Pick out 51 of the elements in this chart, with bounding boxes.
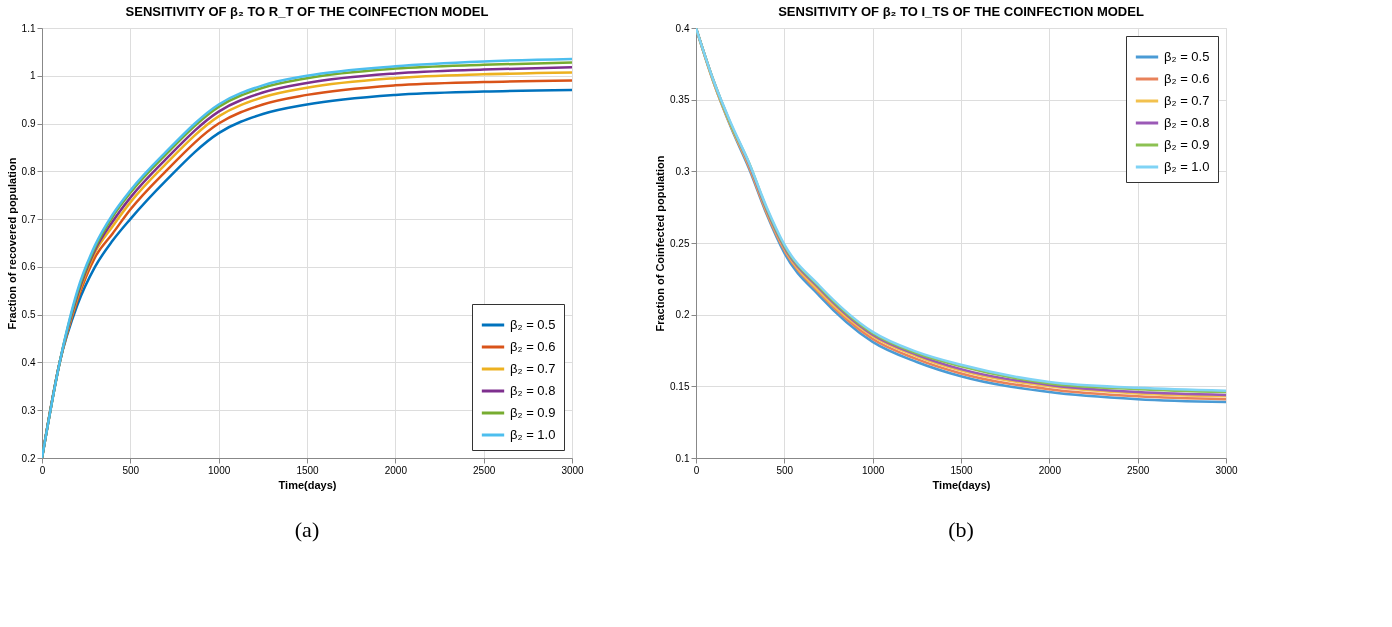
y-tick-label: 0.4 [675,22,690,34]
legend-label: β₂ = 0.7 [1164,93,1210,108]
x-tick-label: 1500 [950,464,974,476]
y-tick-label: 0.4 [21,356,36,368]
x-tick-label: 3000 [1215,464,1239,476]
x-tick-label: 2500 [473,464,496,476]
y-tick-label: 0.5 [21,309,36,321]
x-tick-label: 3000 [561,464,585,476]
y-tick-label: 0.1 [675,452,690,464]
y-tick-label: 0.6 [21,261,36,273]
y-axis-title: Fraction of recovered population [5,157,18,330]
legend-label: β₂ = 0.8 [510,383,556,398]
x-tick-label: 2500 [1127,464,1150,476]
y-tick-label: 0.8 [21,165,36,177]
x-tick-label: 500 [776,464,794,476]
y-tick-label: 0.9 [21,118,36,130]
x-tick-label: 1000 [862,464,885,476]
chart-title: SENSITIVITY OF β₂ TO I_TS OF THE COINFECTION MODEL [778,4,1144,19]
y-tick-label: 0.2 [675,309,690,321]
legend-label: β₂ = 0.7 [510,361,556,376]
legend-label: β₂ = 1.0 [510,427,556,442]
x-tick-label: 1000 [208,464,231,476]
legend-label: β₂ = 0.8 [1164,115,1210,130]
legend-label: β₂ = 0.5 [1164,49,1210,64]
x-tick-label: 0 [693,464,700,476]
y-tick-label: 1.1 [21,22,36,34]
text: (a) [294,517,320,542]
chart-title: SENSITIVITY OF β₂ TO R_T OF THE COINFECTION MODEL [125,4,489,19]
x-tick-label: 1500 [296,464,320,476]
legend-label: β₂ = 0.6 [1164,71,1210,86]
text: (b) [948,517,974,542]
legend-label: β₂ = 0.5 [510,317,556,332]
legend-label: β₂ = 0.9 [1164,137,1210,152]
x-tick-label: 2000 [1038,464,1062,476]
x-tick-label: 2000 [384,464,408,476]
y-tick-label: 0.7 [21,213,36,225]
x-tick-label: 500 [122,464,140,476]
legend-label: β₂ = 0.6 [510,339,556,354]
x-tick-label: 0 [39,464,46,476]
y-tick-label: 0.3 [675,165,690,177]
y-tick-label: 0.35 [670,94,690,106]
y-tick-label: 0.15 [670,380,690,392]
y-tick-label: 1 [29,70,36,82]
legend-label: β₂ = 0.9 [510,405,556,420]
y-tick-label: 0.25 [670,237,690,249]
y-tick-label: 0.2 [21,452,36,464]
x-axis-title: Time(days) [932,478,991,491]
x-axis-title: Time(days) [278,478,337,491]
y-tick-label: 0.3 [21,404,36,416]
y-axis-title: Fraction of Coinfected population [654,155,667,332]
legend-label: β₂ = 1.0 [1164,159,1210,174]
